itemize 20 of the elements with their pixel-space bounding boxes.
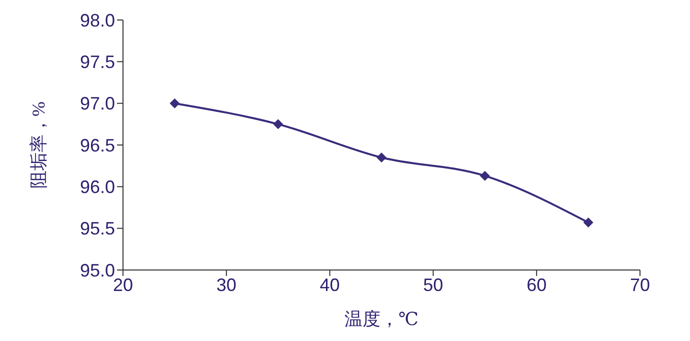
- point: [480, 170, 490, 181]
- x-tick-label: 40: [320, 274, 340, 295]
- y-tick-label: 97.0: [80, 94, 115, 114]
- y-tick-label: 95.0: [80, 260, 115, 280]
- x-tick-label: 70: [630, 274, 650, 295]
- y-tick-label: 96.0: [80, 177, 115, 198]
- point: [583, 218, 594, 228]
- x-tick-label: 20: [112, 274, 134, 295]
- point: [170, 98, 180, 108]
- y-tick-label: 98.0: [80, 10, 115, 30]
- x-tick-label: 30: [216, 274, 236, 295]
- y-tick-label: 97.5: [80, 52, 115, 72]
- point: [273, 119, 284, 130]
- y-axis-title: 阻垢率，%: [28, 102, 48, 188]
- x-tick-label: 60: [526, 274, 547, 295]
- x-axis-title: 温度，℃: [344, 309, 419, 329]
- point: [376, 152, 386, 162]
- y-tick-label: 95.5: [80, 218, 115, 239]
- x-tick-label: 50: [423, 274, 444, 295]
- y-tick-label: 96.5: [80, 135, 115, 156]
